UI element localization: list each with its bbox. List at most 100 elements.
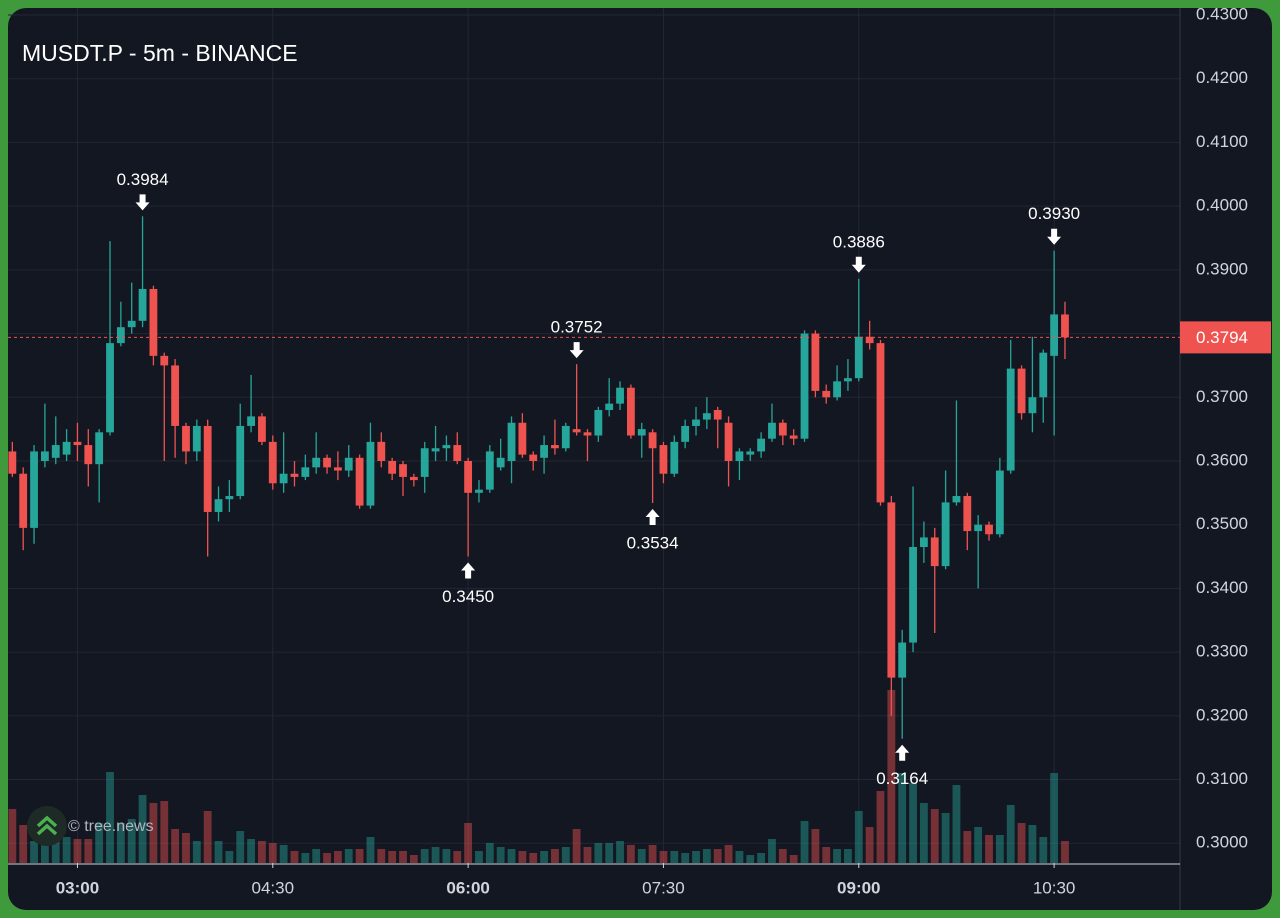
candle-body — [1039, 352, 1048, 398]
volume-bar — [713, 849, 722, 863]
volume-bar — [898, 773, 907, 863]
volume-bar — [518, 851, 527, 863]
candle-body — [919, 537, 928, 547]
volume-bar — [301, 853, 310, 863]
annotation-label: 0.3886 — [833, 232, 885, 251]
volume-bar — [496, 847, 505, 863]
volume-bar — [138, 795, 147, 863]
volume-bar — [941, 813, 950, 863]
volume-bar — [583, 847, 592, 863]
volume-bar — [1028, 825, 1037, 863]
candle-body — [865, 336, 874, 344]
volume-bar — [149, 803, 158, 863]
candle-body — [670, 441, 679, 474]
y-tick-label: 0.4000 — [1196, 196, 1248, 215]
candle-body — [8, 451, 17, 474]
volume-bar — [919, 803, 928, 863]
volume-bar — [735, 851, 744, 863]
candle-body — [138, 288, 147, 321]
annotation-label: 0.3534 — [627, 534, 679, 553]
annotation-arrow — [895, 744, 910, 761]
volume-bar — [768, 839, 776, 863]
candle-body — [1006, 368, 1015, 471]
x-tick-label: 07:30 — [642, 878, 685, 897]
volume-bar — [442, 849, 451, 863]
candle-body — [19, 473, 28, 528]
last-price-box — [1180, 321, 1271, 354]
volume-bar — [1050, 773, 1059, 863]
candle-body — [40, 451, 49, 461]
candle-body — [73, 441, 82, 446]
candle-body — [1061, 314, 1069, 338]
candle-body — [214, 499, 223, 512]
candle-body — [854, 336, 863, 379]
candle-body — [757, 438, 766, 452]
candle-body — [778, 422, 787, 436]
candle-body — [507, 422, 516, 461]
volume-bar — [388, 851, 397, 863]
volume-bar — [572, 829, 581, 863]
candle-body — [941, 502, 950, 567]
candle-body — [876, 343, 885, 503]
y-tick-label: 0.3100 — [1196, 769, 1248, 788]
candle-body — [746, 451, 755, 455]
annotation-arrow — [851, 256, 866, 273]
volume-bar — [214, 841, 223, 863]
volume-bar — [887, 690, 896, 863]
volume-bar — [475, 851, 483, 863]
volume-bar — [561, 847, 570, 863]
volume-bar — [203, 811, 212, 863]
volume-bar — [594, 843, 603, 863]
y-tick-label: 0.3700 — [1196, 387, 1248, 406]
volume-bar — [366, 837, 375, 863]
volume-bar — [974, 827, 983, 863]
candle-body — [51, 445, 60, 458]
volume-bar — [116, 823, 125, 863]
candle-body — [637, 429, 646, 436]
candle-layer — [8, 216, 1069, 739]
candle-body — [594, 410, 603, 436]
volume-bar — [95, 823, 104, 863]
candle-body — [626, 387, 635, 436]
candle-body — [464, 460, 473, 493]
candle-body — [149, 288, 158, 356]
candle-body — [974, 524, 983, 532]
volume-bar — [670, 851, 679, 863]
candle-body — [985, 524, 993, 535]
volume-bar — [290, 851, 299, 863]
y-tick-label: 0.3900 — [1196, 259, 1248, 278]
candle-body — [420, 448, 429, 477]
candle-body — [735, 451, 744, 461]
volume-bar — [1017, 823, 1026, 863]
y-tick-label: 0.4300 — [1196, 4, 1248, 23]
candle-body — [106, 343, 114, 433]
volume-bar — [681, 853, 690, 863]
volume-bar — [247, 839, 255, 863]
volume-bar — [420, 849, 429, 863]
volume-bar — [702, 849, 711, 863]
x-tick-label: 03:00 — [56, 878, 99, 897]
candle-body — [182, 425, 190, 452]
volume-bar — [355, 849, 364, 863]
y-tick-label: 0.3000 — [1196, 833, 1248, 852]
annotation-label: 0.3984 — [117, 170, 169, 189]
x-tick-label: 10:30 — [1033, 878, 1076, 897]
grid — [8, 8, 1180, 863]
volume-bar — [995, 835, 1004, 863]
volume-bar — [844, 849, 852, 863]
candle-body — [290, 473, 299, 477]
volume-bar — [464, 823, 473, 863]
volume-bar — [822, 847, 831, 863]
volume-bar — [616, 841, 624, 863]
candle-body — [681, 425, 690, 442]
candle-body — [225, 496, 234, 500]
candle-body — [1028, 397, 1037, 414]
annotation-label: 0.3752 — [551, 318, 603, 337]
volume-bar — [800, 821, 809, 863]
annotation-label: 0.3164 — [876, 769, 928, 788]
volume-bar — [377, 849, 386, 863]
volume-bar — [551, 849, 559, 863]
volume-bar — [84, 839, 93, 863]
volume-bar — [258, 841, 266, 863]
